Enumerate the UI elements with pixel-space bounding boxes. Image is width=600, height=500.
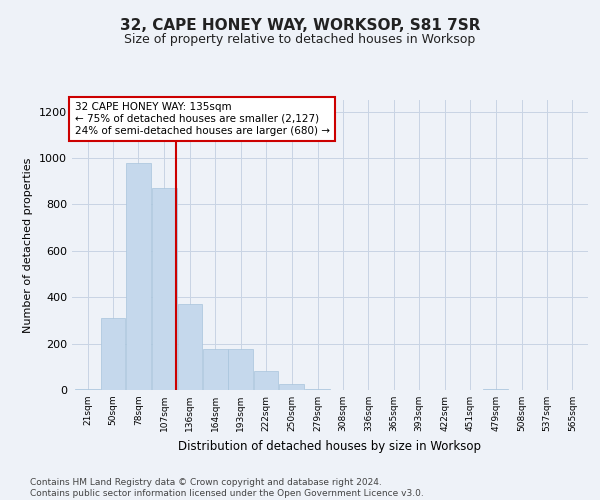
Text: Contains HM Land Registry data © Crown copyright and database right 2024.
Contai: Contains HM Land Registry data © Crown c… [30,478,424,498]
Bar [254,372,278,390]
Bar [483,389,508,390]
Bar [229,350,253,390]
Bar [279,384,304,390]
Text: 32, CAPE HONEY WAY, WORKSOP, S81 7SR: 32, CAPE HONEY WAY, WORKSOP, S81 7SR [120,18,480,32]
Bar [305,389,330,390]
Bar [203,350,227,390]
Y-axis label: Number of detached properties: Number of detached properties [23,158,34,332]
Text: Size of property relative to detached houses in Worksop: Size of property relative to detached ho… [124,32,476,46]
X-axis label: Distribution of detached houses by size in Worksop: Distribution of detached houses by size … [179,440,482,452]
Bar [126,162,151,390]
Bar [152,188,177,390]
Bar [178,304,202,390]
Bar [75,389,100,390]
Bar [101,318,125,390]
Text: 32 CAPE HONEY WAY: 135sqm
← 75% of detached houses are smaller (2,127)
24% of se: 32 CAPE HONEY WAY: 135sqm ← 75% of detac… [74,102,329,136]
